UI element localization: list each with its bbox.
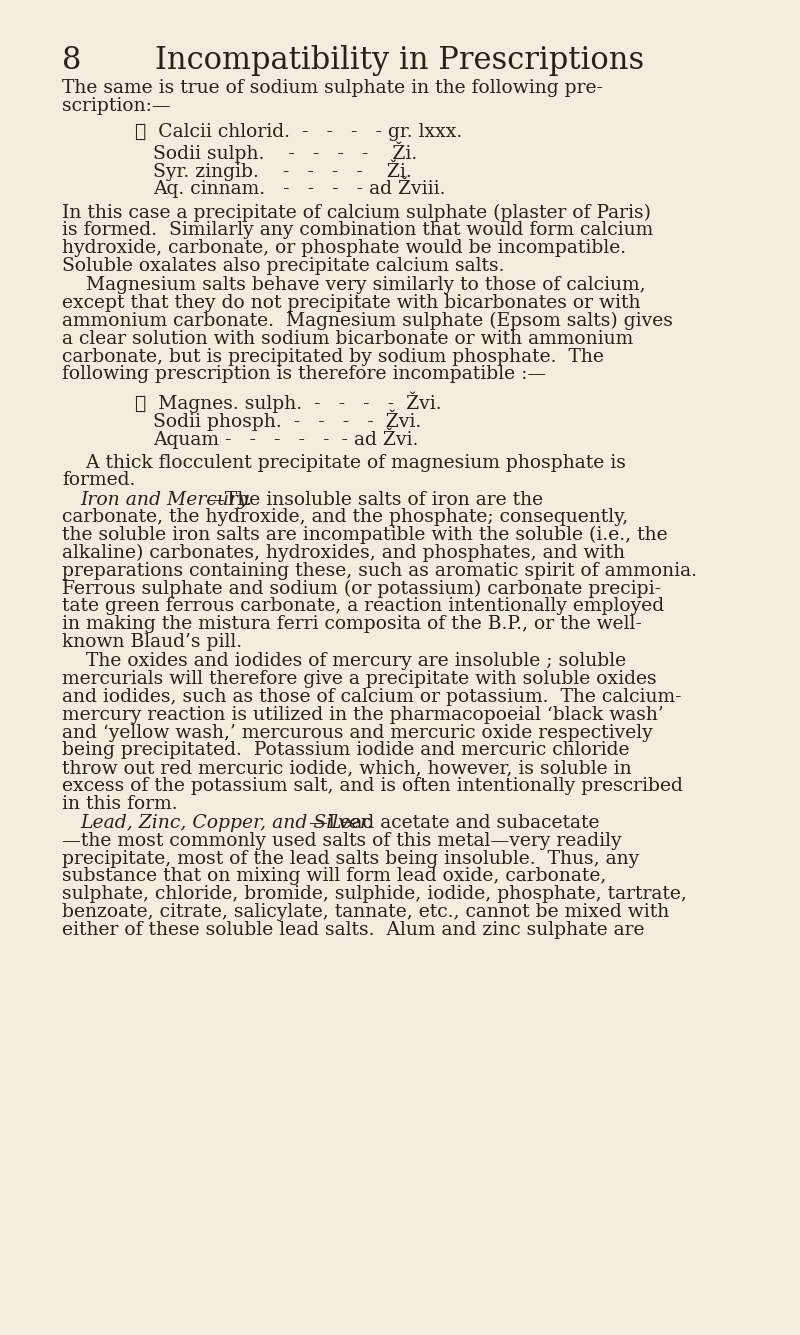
Text: sulphate, chloride, bromide, sulphide, iodide, phosphate, tartrate,: sulphate, chloride, bromide, sulphide, i… (62, 885, 687, 904)
Text: carbonate, but is precipitated by sodium phosphate.  The: carbonate, but is precipitated by sodium… (62, 347, 604, 366)
Text: —The insoluble salts of iron are the: —The insoluble salts of iron are the (206, 491, 543, 509)
Text: A thick flocculent precipitate of magnesium phosphate is: A thick flocculent precipitate of magnes… (62, 454, 626, 471)
Text: in making the mistura ferri composita of the B.P., or the well-: in making the mistura ferri composita of… (62, 615, 642, 633)
Text: benzoate, citrate, salicylate, tannate, etc., cannot be mixed with: benzoate, citrate, salicylate, tannate, … (62, 902, 670, 921)
Text: Sodii sulph.    -   -   -   -    Ži.: Sodii sulph. - - - - Ži. (153, 142, 418, 163)
Text: In this case a precipitate of calcium sulphate (plaster of Paris): In this case a precipitate of calcium su… (62, 204, 651, 222)
Text: carbonate, the hydroxide, and the phosphate; consequently,: carbonate, the hydroxide, and the phosph… (62, 509, 628, 526)
Text: throw out red mercuric iodide, which, however, is soluble in: throw out red mercuric iodide, which, ho… (62, 760, 632, 777)
Text: scription:—: scription:— (62, 96, 170, 115)
Text: except that they do not precipitate with bicarbonates or with: except that they do not precipitate with… (62, 294, 641, 312)
Text: mercurials will therefore give a precipitate with soluble oxides: mercurials will therefore give a precipi… (62, 670, 657, 688)
Text: —Lead acetate and subacetate: —Lead acetate and subacetate (310, 814, 600, 832)
Text: and ‘yellow wash,’ mercurous and mercuric oxide respectively: and ‘yellow wash,’ mercurous and mercuri… (62, 724, 653, 741)
Text: tate green ferrous carbonate, a reaction intentionally employed: tate green ferrous carbonate, a reaction… (62, 598, 664, 615)
Text: either of these soluble lead salts.  Alum and zinc sulphate are: either of these soluble lead salts. Alum… (62, 921, 645, 939)
Text: hydroxide, carbonate, or phosphate would be incompatible.: hydroxide, carbonate, or phosphate would… (62, 239, 626, 258)
Text: substance that on mixing will form lead oxide, carbonate,: substance that on mixing will form lead … (62, 868, 606, 885)
Text: alkaline) carbonates, hydroxides, and phosphates, and with: alkaline) carbonates, hydroxides, and ph… (62, 545, 625, 562)
Text: Syr. zingib.    -   -   -   -    Ži.: Syr. zingib. - - - - Ži. (153, 159, 412, 180)
Text: formed.: formed. (62, 471, 135, 490)
Text: mercury reaction is utilized in the pharmacopoeial ‘black wash’: mercury reaction is utilized in the phar… (62, 706, 664, 724)
Text: Aquam -   -   -   -   -  - ad Žvi.: Aquam - - - - - - ad Žvi. (153, 427, 418, 449)
Text: excess of the potassium salt, and is often intentionally prescribed: excess of the potassium salt, and is oft… (62, 777, 683, 794)
Text: Soluble oxalates also precipitate calcium salts.: Soluble oxalates also precipitate calciu… (62, 258, 505, 275)
Text: Incompatibility in Prescriptions: Incompatibility in Prescriptions (155, 45, 645, 76)
Text: precipitate, most of the lead salts being insoluble.  Thus, any: precipitate, most of the lead salts bein… (62, 849, 639, 868)
Text: ammonium carbonate.  Magnesium sulphate (Epsom salts) gives: ammonium carbonate. Magnesium sulphate (… (62, 312, 673, 330)
Text: in this form.: in this form. (62, 794, 178, 813)
Text: Lead, Zinc, Copper, and Silver.: Lead, Zinc, Copper, and Silver. (80, 814, 373, 832)
Text: ℞  Magnes. sulph.  -   -   -   -  Žvi.: ℞ Magnes. sulph. - - - - Žvi. (135, 391, 442, 413)
Text: being precipitated.  Potassium iodide and mercuric chloride: being precipitated. Potassium iodide and… (62, 741, 630, 760)
Text: known Blaud’s pill.: known Blaud’s pill. (62, 633, 242, 651)
Text: The same is true of sodium sulphate in the following pre-: The same is true of sodium sulphate in t… (62, 79, 603, 97)
Text: ℞  Calcii chlorid.  -   -   -   - gr. lxxx.: ℞ Calcii chlorid. - - - - gr. lxxx. (135, 123, 462, 142)
Text: and iodides, such as those of calcium or potassium.  The calcium-: and iodides, such as those of calcium or… (62, 688, 682, 706)
Text: preparations containing these, such as aromatic spirit of ammonia.: preparations containing these, such as a… (62, 562, 697, 579)
Text: —the most commonly used salts of this metal—very readily: —the most commonly used salts of this me… (62, 832, 622, 850)
Text: Magnesium salts behave very similarly to those of calcium,: Magnesium salts behave very similarly to… (62, 276, 646, 294)
Text: following prescription is therefore incompatible :—: following prescription is therefore inco… (62, 366, 546, 383)
Text: the soluble iron salts are incompatible with the soluble (i.e., the: the soluble iron salts are incompatible … (62, 526, 668, 545)
Text: Sodii phosph.  -   -   -   -  Žvi.: Sodii phosph. - - - - Žvi. (153, 410, 422, 431)
Text: Ferrous sulphate and sodium (or potassium) carbonate precipi-: Ferrous sulphate and sodium (or potassiu… (62, 579, 661, 598)
Text: The oxides and iodides of mercury are insoluble ; soluble: The oxides and iodides of mercury are in… (62, 653, 626, 670)
Text: Aq. cinnam.   -   -   -   - ad Žviii.: Aq. cinnam. - - - - ad Žviii. (153, 176, 446, 199)
Text: is formed.  Similarly any combination that would form calcium: is formed. Similarly any combination tha… (62, 222, 654, 239)
Text: 8: 8 (62, 45, 82, 76)
Text: a clear solution with sodium bicarbonate or with ammonium: a clear solution with sodium bicarbonate… (62, 330, 634, 347)
Text: Iron and Mercury.: Iron and Mercury. (80, 491, 252, 509)
